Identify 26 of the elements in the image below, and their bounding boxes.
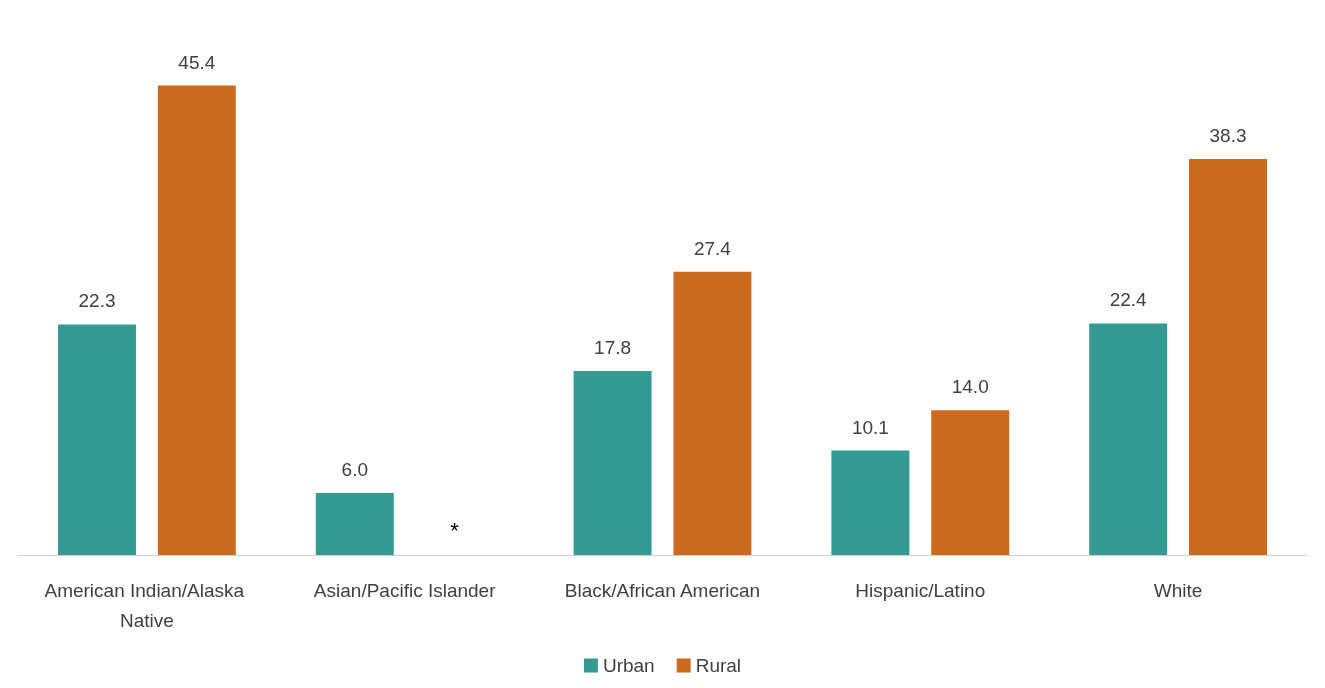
bar	[1189, 158, 1268, 555]
data-label: 22.3	[78, 290, 116, 312]
bar	[831, 450, 910, 555]
data-label: 45.4	[178, 51, 216, 73]
data-label: 6.0	[341, 458, 368, 480]
x-tick-label: White	[1153, 579, 1203, 601]
bar	[315, 492, 394, 555]
data-label: 27.4	[693, 237, 732, 259]
bar	[1089, 323, 1168, 555]
bar	[57, 324, 136, 555]
x-tick-label: Black/African American	[564, 579, 761, 601]
x-tick-label: American Indian/Alaska Native	[44, 579, 250, 631]
legend-label: Urban	[602, 655, 655, 676]
x-tick-label: Asian/Pacific Islander	[313, 579, 497, 601]
data-label: 38.3	[1209, 124, 1247, 146]
x-tick-label: Hispanic/Latino	[855, 579, 986, 601]
data-label: 10.1	[851, 416, 889, 438]
bar	[157, 85, 236, 555]
legend-label: Rural	[695, 655, 742, 676]
annotation: *	[450, 517, 460, 543]
bar	[573, 370, 652, 555]
data-label: 22.4	[1109, 289, 1148, 311]
data-label: 17.8	[594, 336, 632, 358]
bar	[931, 410, 1010, 555]
data-label: 14.0	[951, 376, 989, 398]
bar	[673, 271, 752, 555]
